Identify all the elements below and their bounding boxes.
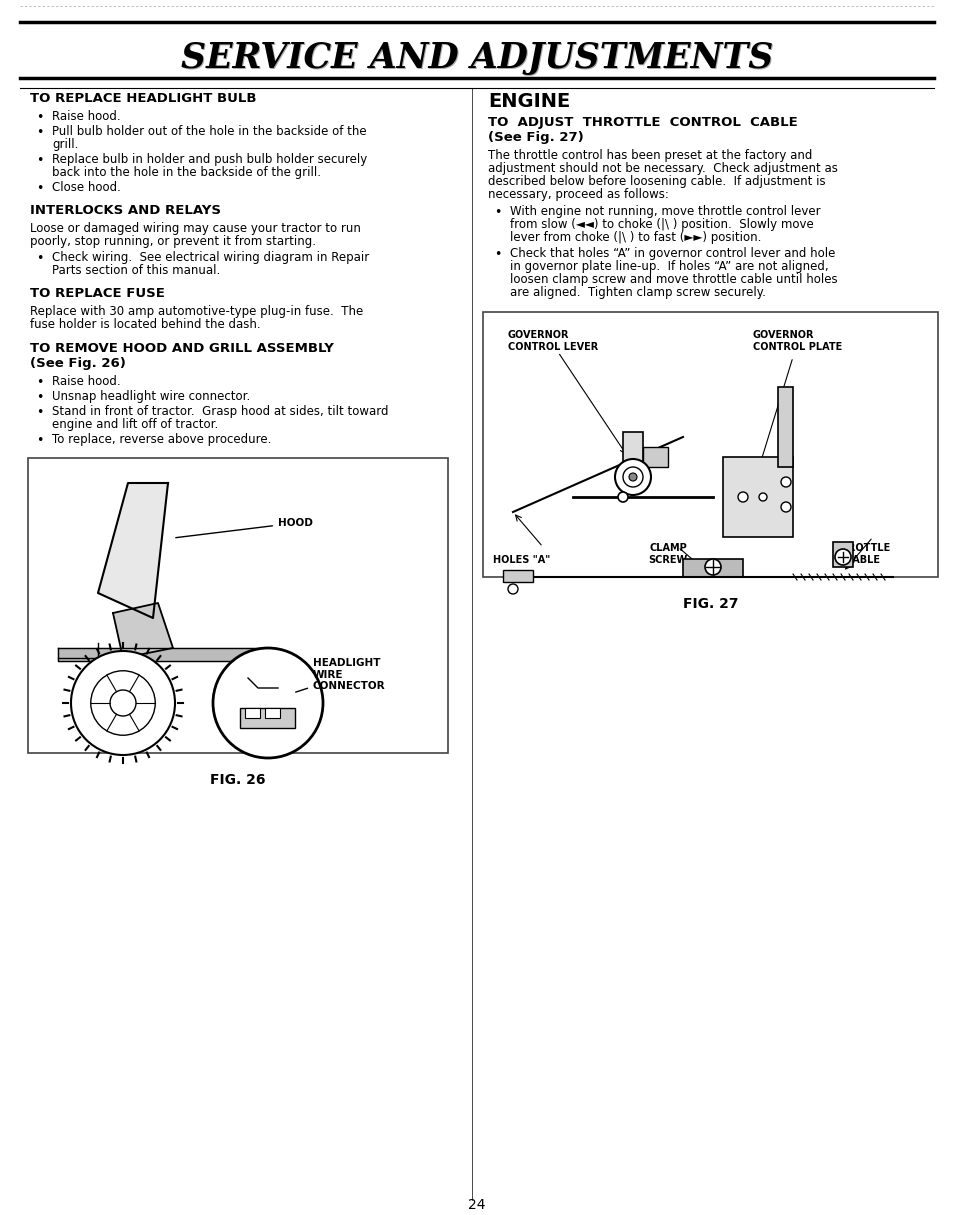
Text: loosen clamp screw and move throttle cable until holes: loosen clamp screw and move throttle cab… [510,273,837,286]
Bar [622,433,642,471]
Text: The throttle control has been preset at the factory and: The throttle control has been preset at … [488,149,812,162]
Polygon shape [58,648,257,661]
Text: To replace, reverse above procedure.: To replace, reverse above procedure. [52,433,271,446]
Text: engine and lift off of tractor.: engine and lift off of tractor. [52,418,218,431]
Circle shape [759,493,766,501]
Bar [265,708,280,718]
Text: Check that holes “A” in governor control lever and hole: Check that holes “A” in governor control… [510,247,835,260]
Text: SERVICE AND ADJUSTMENTS: SERVICE AND ADJUSTMENTS [181,41,772,75]
Text: •: • [36,126,43,139]
Circle shape [781,477,790,487]
Text: TO REMOVE HOOD AND GRILL ASSEMBLY: TO REMOVE HOOD AND GRILL ASSEMBLY [30,341,334,355]
Circle shape [91,671,155,735]
Polygon shape [112,603,172,659]
Text: Replace bulb in holder and push bulb holder securely: Replace bulb in holder and push bulb hol… [52,153,367,166]
Circle shape [738,492,747,502]
Text: TO REPLACE FUSE: TO REPLACE FUSE [30,287,165,300]
Text: Pull bulb holder out of the hole in the backside of the: Pull bulb holder out of the hole in the … [52,125,366,139]
Text: INTERLOCKS AND RELAYS: INTERLOCKS AND RELAYS [30,204,221,217]
Circle shape [618,492,627,502]
Text: HOLES "A": HOLES "A" [493,555,550,565]
Bar [482,312,937,577]
Circle shape [213,648,323,758]
Text: Stand in front of tractor.  Grasp hood at sides, tilt toward: Stand in front of tractor. Grasp hood at… [52,405,388,418]
Text: •: • [494,207,501,219]
Circle shape [110,690,136,716]
Bar [682,559,742,577]
Text: GOVERNOR
CONTROL LEVER: GOVERNOR CONTROL LEVER [507,330,598,351]
Text: •: • [36,406,43,419]
Text: •: • [36,154,43,166]
Text: grill.: grill. [52,139,78,151]
Text: (See Fig. 27): (See Fig. 27) [488,131,583,145]
Circle shape [704,559,720,575]
Text: fuse holder is located behind the dash.: fuse holder is located behind the dash. [30,318,260,330]
Text: are aligned.  Tighten clamp screw securely.: are aligned. Tighten clamp screw securel… [510,286,765,299]
Text: Close hood.: Close hood. [52,181,121,194]
Text: •: • [36,391,43,405]
Bar [240,708,294,728]
Text: (See Fig. 26): (See Fig. 26) [30,357,126,371]
Text: •: • [494,248,501,261]
Text: Unsnap headlight wire connector.: Unsnap headlight wire connector. [52,390,250,403]
Polygon shape [98,484,168,618]
Circle shape [834,549,850,565]
Text: •: • [36,375,43,389]
Bar [778,388,792,467]
Text: Raise hood.: Raise hood. [52,375,120,388]
Text: Raise hood.: Raise hood. [52,111,120,123]
Text: GOVERNOR
CONTROL PLATE: GOVERNOR CONTROL PLATE [752,330,841,351]
Text: ENGINE: ENGINE [488,92,570,111]
Text: HOOD: HOOD [175,518,313,538]
Text: With engine not running, move throttle control lever: With engine not running, move throttle c… [510,205,820,217]
Text: adjustment should not be necessary.  Check adjustment as: adjustment should not be necessary. Chec… [488,162,837,175]
Text: necessary, proceed as follows:: necessary, proceed as follows: [488,188,668,200]
Circle shape [71,651,174,755]
Circle shape [507,584,517,594]
Bar [502,570,533,582]
Text: TO REPLACE HEADLIGHT BULB: TO REPLACE HEADLIGHT BULB [30,92,256,104]
Text: 24: 24 [468,1198,485,1213]
Text: •: • [36,434,43,447]
Text: lever from choke (|\ ) to fast (►►) position.: lever from choke (|\ ) to fast (►►) posi… [510,231,760,244]
Text: in governor plate line-up.  If holes “A” are not aligned,: in governor plate line-up. If holes “A” … [510,260,828,273]
Bar [832,542,852,567]
Text: THROTTLE
CABLE: THROTTLE CABLE [834,543,891,565]
Text: FIG. 26: FIG. 26 [210,773,266,787]
Text: Replace with 30 amp automotive-type plug-in fuse.  The: Replace with 30 amp automotive-type plug… [30,305,363,318]
Circle shape [628,473,637,481]
Circle shape [615,459,650,495]
Text: •: • [36,182,43,194]
Text: Loose or damaged wiring may cause your tractor to run: Loose or damaged wiring may cause your t… [30,222,360,234]
Text: described below before loosening cable.  If adjustment is: described below before loosening cable. … [488,175,824,188]
Text: CLAMP
SCREW: CLAMP SCREW [648,543,687,565]
Text: Parts section of this manual.: Parts section of this manual. [52,264,220,277]
Text: HEADLIGHT
WIRE
CONNECTOR: HEADLIGHT WIRE CONNECTOR [295,659,385,693]
Bar [722,457,792,537]
Text: back into the hole in the backside of the grill.: back into the hole in the backside of th… [52,166,320,179]
Text: poorly, stop running, or prevent it from starting.: poorly, stop running, or prevent it from… [30,234,315,248]
Text: TO  ADJUST  THROTTLE  CONTROL  CABLE: TO ADJUST THROTTLE CONTROL CABLE [488,115,797,129]
Circle shape [781,502,790,512]
Text: from slow (◄◄) to choke (|\ ) position.  Slowly move: from slow (◄◄) to choke (|\ ) position. … [510,217,813,231]
Text: Check wiring.  See electrical wiring diagram in Repair: Check wiring. See electrical wiring diag… [52,252,369,264]
Text: SERVICE AND ADJUSTMENTS: SERVICE AND ADJUSTMENTS [182,43,774,77]
Bar [245,708,260,718]
Text: •: • [36,111,43,124]
Bar [28,458,448,753]
Circle shape [622,467,642,487]
Text: •: • [36,252,43,265]
Bar [642,447,667,467]
Text: FIG. 27: FIG. 27 [682,597,738,611]
